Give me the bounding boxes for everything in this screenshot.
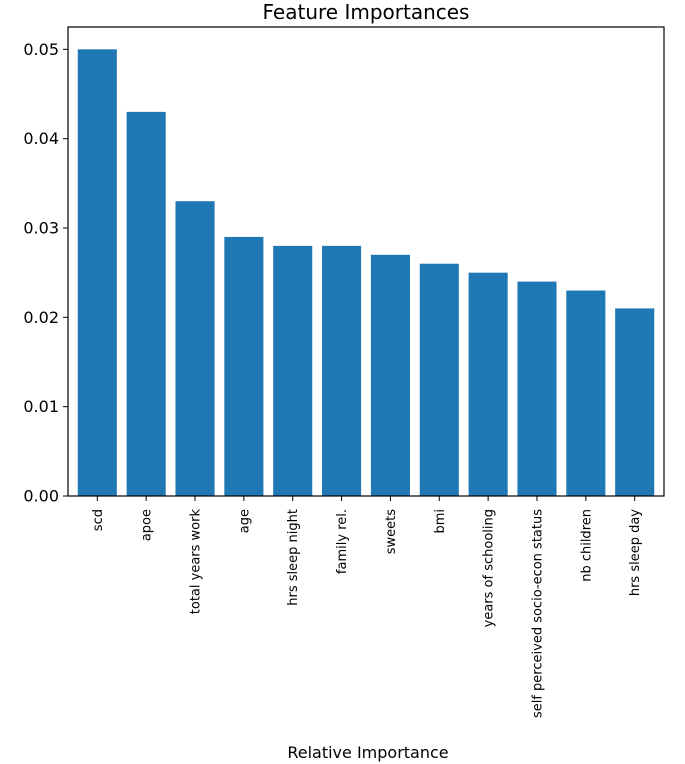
y-tick-label-4: 0.04: [23, 129, 59, 148]
x-tick-label-9: self perceived socio-econ status: [530, 509, 545, 718]
x-tick-label-5: family rel.: [335, 509, 350, 574]
y-tick-label-1: 0.01: [23, 397, 59, 416]
bar-5: [322, 245, 362, 496]
x-tick-label-8: years of schooling: [482, 509, 497, 627]
x-tick-label-4: hrs sleep night: [286, 509, 301, 606]
y-tick-label-3: 0.03: [23, 219, 59, 238]
y-tick-label-2: 0.02: [23, 308, 59, 327]
bar-7: [419, 263, 459, 496]
bar-0: [77, 49, 117, 496]
x-tick-label-6: sweets: [384, 509, 399, 554]
x-tick-label-11: hrs sleep day: [628, 509, 643, 596]
bar-3: [224, 236, 264, 496]
bar-4: [273, 245, 313, 496]
bar-2: [175, 201, 215, 496]
x-tick-label-7: bmi: [433, 509, 448, 534]
y-axis: 0.00 0.01 0.02 0.03 0.04 0.05: [23, 40, 68, 506]
x-tick-label-2: total years work: [189, 509, 204, 615]
plot-frame: [67, 26, 665, 497]
bar-9: [517, 281, 557, 496]
bar-11: [615, 308, 655, 496]
bar-1: [126, 111, 166, 497]
x-tick-label-10: nb children: [579, 509, 594, 582]
y-tick-label-0: 0.00: [23, 487, 59, 506]
bars-group: [77, 49, 655, 497]
x-axis-label: Relative Importance: [287, 743, 448, 762]
chart-title: Feature Importances: [263, 0, 470, 24]
x-axis: scd apoe total years work age hrs sleep nigh…: [91, 496, 643, 718]
y-tick-label-5: 0.05: [23, 40, 59, 59]
x-tick-label-0: scd: [91, 509, 106, 531]
bar-8: [468, 272, 508, 496]
x-tick-label-3: age: [237, 509, 252, 533]
bar-6: [370, 254, 410, 496]
x-tick-label-1: apoe: [140, 509, 155, 541]
bar-10: [566, 290, 606, 496]
